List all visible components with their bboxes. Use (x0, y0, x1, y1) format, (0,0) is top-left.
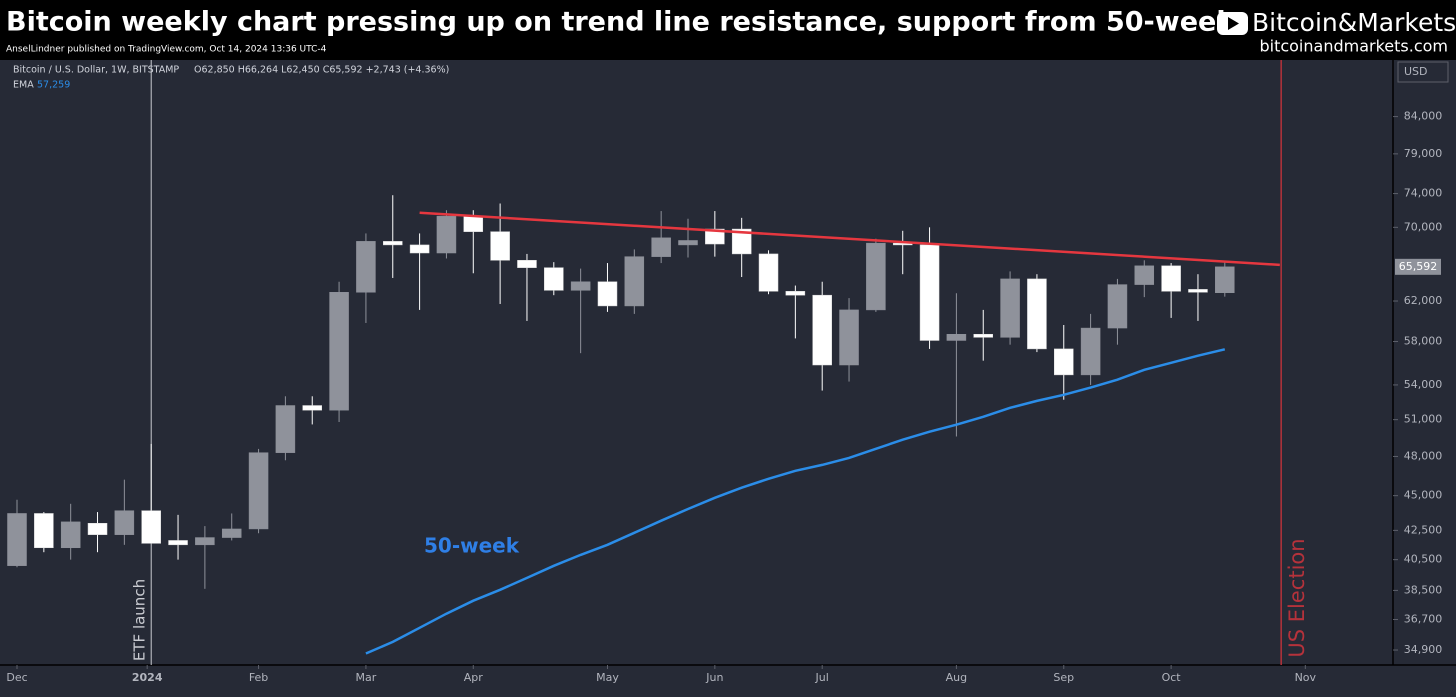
candle-body (463, 215, 484, 232)
candle-body (248, 452, 269, 530)
y-tick-label: 34,900 (1404, 643, 1443, 656)
y-tick-label: 62,000 (1404, 294, 1443, 307)
candle-body (544, 267, 564, 291)
candle-body (356, 241, 376, 293)
legend-ohlc: O62,850 H66,264 L62,450 C65,592 +2,743 (… (194, 65, 449, 76)
last-price-label: 65,592 (1399, 260, 1438, 273)
y-tick-label: 84,000 (1404, 110, 1443, 123)
candle-body (87, 523, 108, 535)
candle-body (1054, 348, 1074, 376)
candle-body (114, 510, 135, 535)
candle-body (195, 537, 215, 546)
candle-body (383, 241, 403, 246)
candle-body (1027, 278, 1047, 350)
candle-body (1134, 265, 1155, 285)
x-tick-label: Sep (1053, 671, 1074, 684)
candle-body (839, 309, 859, 366)
x-tick-label: Feb (249, 671, 268, 684)
candle-body (866, 242, 886, 311)
candle-body (517, 260, 537, 268)
y-tick-label: 45,000 (1404, 489, 1443, 502)
candle-body (678, 240, 698, 246)
candle-body (275, 405, 296, 453)
last-price-tag (1395, 258, 1441, 275)
y-tick-label: 54,000 (1404, 378, 1443, 391)
candle-body (731, 228, 752, 255)
event-label: ETF launch (131, 579, 149, 661)
y-tick-label: 40,500 (1404, 553, 1443, 566)
x-tick-label: May (596, 671, 619, 684)
y-tick-label: 42,500 (1404, 523, 1443, 536)
ema-label: 50-week (424, 534, 520, 558)
candle-body (785, 291, 806, 296)
candle-body (973, 333, 993, 338)
x-tick-label: Dec (6, 671, 27, 684)
brand-icon-play (1228, 17, 1239, 30)
candle-body (651, 237, 671, 257)
x-tick-label: Nov (1295, 671, 1317, 684)
y-tick-label: 51,000 (1404, 413, 1443, 426)
candle-body (919, 244, 940, 341)
chart-title: Bitcoin weekly chart pressing up on tren… (6, 7, 1235, 38)
trend-line (419, 211, 1280, 267)
x-tick-label: Aug (946, 671, 967, 684)
y-tick-label: 48,000 (1404, 449, 1443, 462)
x-tick-label: Mar (356, 671, 377, 684)
candle-body (409, 244, 430, 254)
candle-body (1161, 265, 1181, 292)
candle-body (705, 228, 725, 245)
candle-body (597, 281, 618, 307)
header-background (0, 0, 1456, 60)
y-tick-label: 36,700 (1404, 612, 1443, 625)
legend-symbol: Bitcoin / U.S. Dollar, 1W, BITSTAMP (13, 65, 179, 76)
legend-ema: EMA (13, 80, 34, 91)
x-tick-label: 2024 (132, 671, 163, 684)
candle-body (1188, 289, 1208, 293)
plot-background (0, 60, 1456, 697)
candle-body (141, 510, 161, 544)
candle-body (7, 513, 27, 566)
candle-body (1080, 327, 1101, 376)
candle-body (34, 513, 54, 549)
currency-box (1397, 61, 1449, 83)
website: bitcoinandmarkets.com (1259, 37, 1448, 56)
candle-body (302, 405, 322, 411)
y-tick-label: 38,500 (1404, 583, 1443, 596)
y-tick-label: 74,000 (1404, 187, 1443, 200)
candle-body (624, 256, 645, 307)
candle-body (946, 333, 967, 341)
x-tick-label: Jun (705, 671, 723, 684)
candle-body (329, 292, 349, 411)
candle-body (490, 231, 510, 261)
x-tick-label: Jul (815, 671, 829, 684)
y-tick-label: 70,000 (1404, 220, 1443, 233)
candle-body (436, 215, 457, 254)
brand: Bitcoin&Markets (1252, 8, 1456, 37)
candle-body (1000, 278, 1020, 338)
candle-body (60, 521, 81, 549)
candle-body (1107, 284, 1128, 329)
event-label: US Election (1285, 538, 1309, 657)
candle-body (168, 540, 188, 546)
candle-body (221, 528, 242, 538)
y-tick-label: 79,000 (1404, 147, 1443, 160)
legend-ema-value: 57,259 (37, 80, 70, 91)
currency: USD (1404, 65, 1428, 78)
candle-body (758, 253, 779, 292)
y-tick-label: 58,000 (1404, 335, 1443, 348)
candle-body (1215, 266, 1235, 294)
x-tick-label: Apr (464, 671, 484, 684)
candle-body (570, 281, 591, 291)
ema-line (365, 348, 1226, 655)
candle-body (812, 294, 832, 366)
x-tick-label: Oct (1162, 671, 1182, 684)
chart-subtitle: AnselLindner published on TradingView.co… (6, 45, 327, 55)
